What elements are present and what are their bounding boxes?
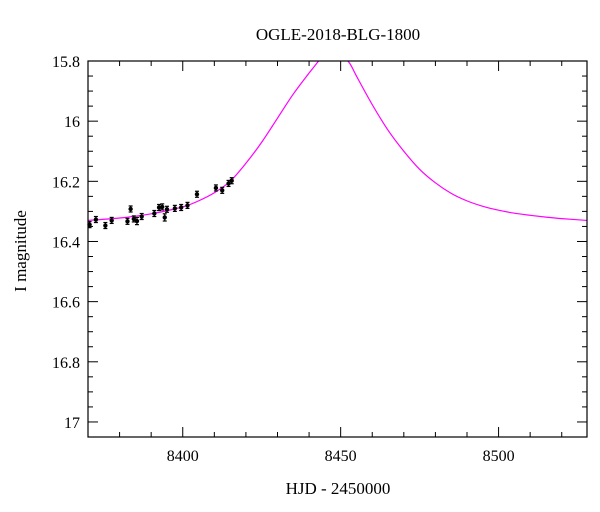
data-point [139,212,144,221]
data-point [125,217,130,225]
data-point-marker [220,188,225,193]
data-point-marker [152,211,157,216]
data-point [109,216,114,225]
data-point-marker [103,223,108,228]
data-point-marker [131,216,136,222]
data-point [162,213,167,222]
data-points-layer [87,177,234,230]
data-point-marker [125,219,130,224]
data-point-marker [139,214,144,219]
data-point [178,203,184,212]
data-point-marker [109,218,114,223]
x-tick-label: 8500 [483,448,515,465]
data-point-marker [162,215,167,220]
data-point [194,190,200,198]
data-point-marker [134,218,140,224]
model-curve [88,61,587,222]
data-point-marker [93,217,99,222]
data-point [164,205,170,213]
data-point-marker [164,207,170,212]
data-point [185,201,190,209]
y-tick-label: 16.4 [52,234,80,251]
x-axis-label: HJD - 2450000 [286,479,391,498]
axis-ticks: 8400 8450 8500 15.8 16 16.2 16.4 16.6 16.8 17 [52,54,587,465]
data-point [172,204,178,212]
data-point-marker [128,206,133,212]
data-point-marker [226,181,231,186]
data-point-marker [160,204,165,210]
model-curve-layer [88,61,587,222]
data-point [220,186,225,194]
x-tick-label: 8450 [325,448,357,465]
data-point-marker [213,185,219,191]
data-point [226,179,231,188]
data-point-marker [178,205,184,210]
data-point-marker [172,206,178,211]
data-point [152,209,157,218]
data-point [128,205,133,213]
data-point [213,184,219,192]
y-tick-label: 16.6 [52,295,80,312]
data-point [229,177,234,185]
y-tick-label: 17 [64,415,80,432]
y-tick-label: 16.2 [52,174,80,191]
y-tick-label: 16 [64,114,80,131]
x-tick-label: 8400 [167,448,199,465]
y-tick-label: 16.8 [52,355,80,372]
data-point [134,216,140,226]
data-point-marker [194,192,200,197]
data-point [93,215,99,224]
data-point [160,203,165,211]
y-tick-label: 15.8 [52,54,80,71]
data-point-marker [185,203,190,208]
y-axis-label: I magnitude [11,210,30,292]
chart-title: OGLE-2018-BLG-1800 [256,25,420,44]
plot-frame [87,60,588,438]
data-point-marker [229,178,234,183]
data-point [103,221,108,230]
